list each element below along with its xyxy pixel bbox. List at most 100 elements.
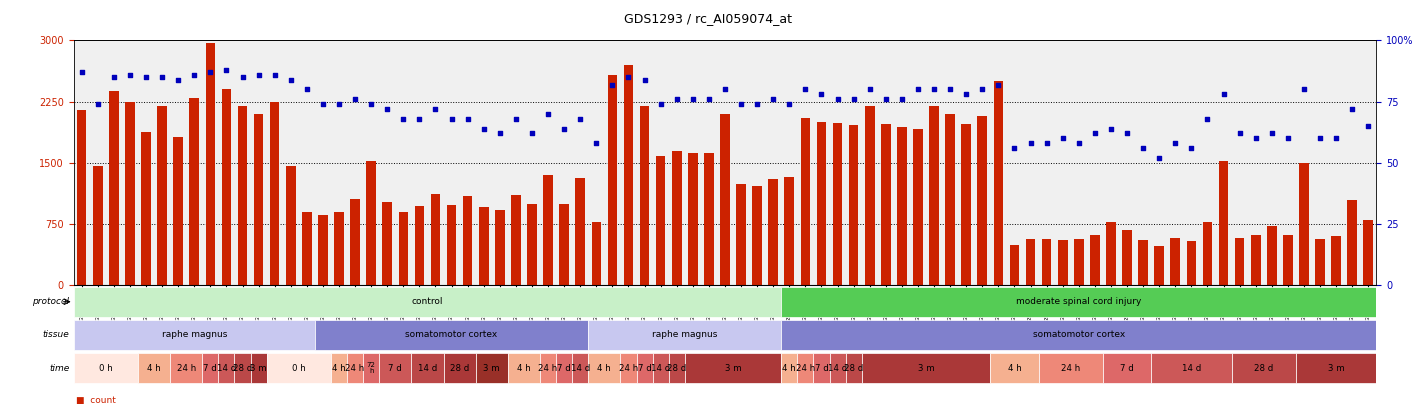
Text: 3 m: 3 m (251, 364, 266, 373)
Bar (331, 353, 347, 383)
Bar (221, 90, 231, 285)
Point (585, 140, 607, 147)
Bar (800, 118, 810, 285)
Text: 4 h: 4 h (1008, 364, 1021, 373)
Text: 7 d: 7 d (388, 364, 402, 373)
Text: 28 d: 28 d (232, 364, 252, 373)
Text: 24 h: 24 h (177, 364, 195, 373)
Point (698, 96, 721, 102)
Text: time: time (50, 364, 69, 373)
Text: 7 d: 7 d (1120, 364, 1134, 373)
Point (392, 115, 415, 122)
Text: 7 d: 7 d (637, 364, 651, 373)
Point (1100, 125, 1123, 132)
Bar (830, 353, 845, 383)
Point (1325, 135, 1348, 142)
Bar (511, 196, 521, 285)
Point (1245, 135, 1267, 142)
Point (971, 86, 994, 93)
Bar (653, 353, 668, 383)
Bar (496, 210, 504, 285)
Point (987, 81, 1010, 88)
Bar (463, 196, 473, 285)
Bar (415, 206, 425, 285)
Bar (1250, 235, 1260, 285)
Point (279, 77, 302, 83)
Bar (430, 194, 440, 285)
Text: 24 h: 24 h (796, 364, 816, 373)
Bar (1151, 353, 1232, 383)
Bar (1267, 226, 1277, 285)
Text: 14 d: 14 d (571, 364, 590, 373)
Bar (379, 353, 412, 383)
Bar (157, 106, 167, 285)
Bar (382, 202, 392, 285)
Text: moderate spinal cord injury: moderate spinal cord injury (1017, 297, 1141, 306)
Bar (74, 353, 137, 383)
Bar (74, 287, 782, 317)
Bar (898, 127, 906, 285)
Text: 24 h: 24 h (346, 364, 365, 373)
Point (1357, 123, 1379, 129)
Bar (845, 353, 862, 383)
Point (440, 115, 463, 122)
Bar (1298, 163, 1308, 285)
Point (1052, 135, 1075, 142)
Bar (782, 320, 1376, 350)
Point (375, 106, 398, 112)
Bar (736, 184, 746, 285)
Text: 7 d: 7 d (558, 364, 571, 373)
Bar (668, 353, 685, 383)
Point (425, 106, 447, 112)
Text: 28 d: 28 d (667, 364, 687, 373)
Bar (1106, 222, 1116, 285)
Text: 24 h: 24 h (1061, 364, 1080, 373)
Point (600, 81, 623, 88)
Point (858, 86, 881, 93)
Point (794, 86, 817, 93)
Bar (137, 353, 170, 383)
Bar (946, 114, 954, 285)
Bar (623, 65, 633, 285)
Point (906, 86, 929, 93)
Bar (1138, 240, 1148, 285)
Bar (76, 110, 86, 285)
Point (1260, 130, 1283, 137)
Bar (367, 161, 377, 285)
Point (762, 96, 784, 102)
Text: 28 d: 28 d (450, 364, 469, 373)
Bar (607, 75, 617, 285)
Bar (961, 124, 971, 285)
Point (1180, 145, 1202, 151)
Point (1020, 140, 1042, 147)
Bar (251, 353, 266, 383)
Point (1293, 86, 1315, 93)
Bar (314, 320, 588, 350)
Text: control: control (412, 297, 443, 306)
Point (954, 91, 977, 98)
Point (746, 101, 769, 107)
Point (777, 101, 800, 107)
Bar (990, 353, 1038, 383)
Bar (1219, 161, 1229, 285)
Point (200, 69, 222, 76)
Point (1148, 155, 1171, 161)
Point (248, 72, 270, 78)
Point (666, 96, 688, 102)
Bar (1187, 241, 1197, 285)
Bar (235, 353, 251, 383)
Bar (1232, 353, 1296, 383)
Text: somatomotor cortex: somatomotor cortex (405, 330, 497, 339)
Point (102, 74, 125, 81)
Bar (752, 185, 762, 285)
Bar (238, 106, 248, 285)
Bar (862, 353, 990, 383)
Point (1083, 130, 1106, 137)
Point (360, 101, 382, 107)
Point (617, 74, 640, 81)
Text: 3 m: 3 m (725, 364, 742, 373)
Bar (592, 222, 602, 285)
Bar (833, 123, 843, 285)
Bar (1331, 236, 1341, 285)
Text: 4 h: 4 h (783, 364, 796, 373)
